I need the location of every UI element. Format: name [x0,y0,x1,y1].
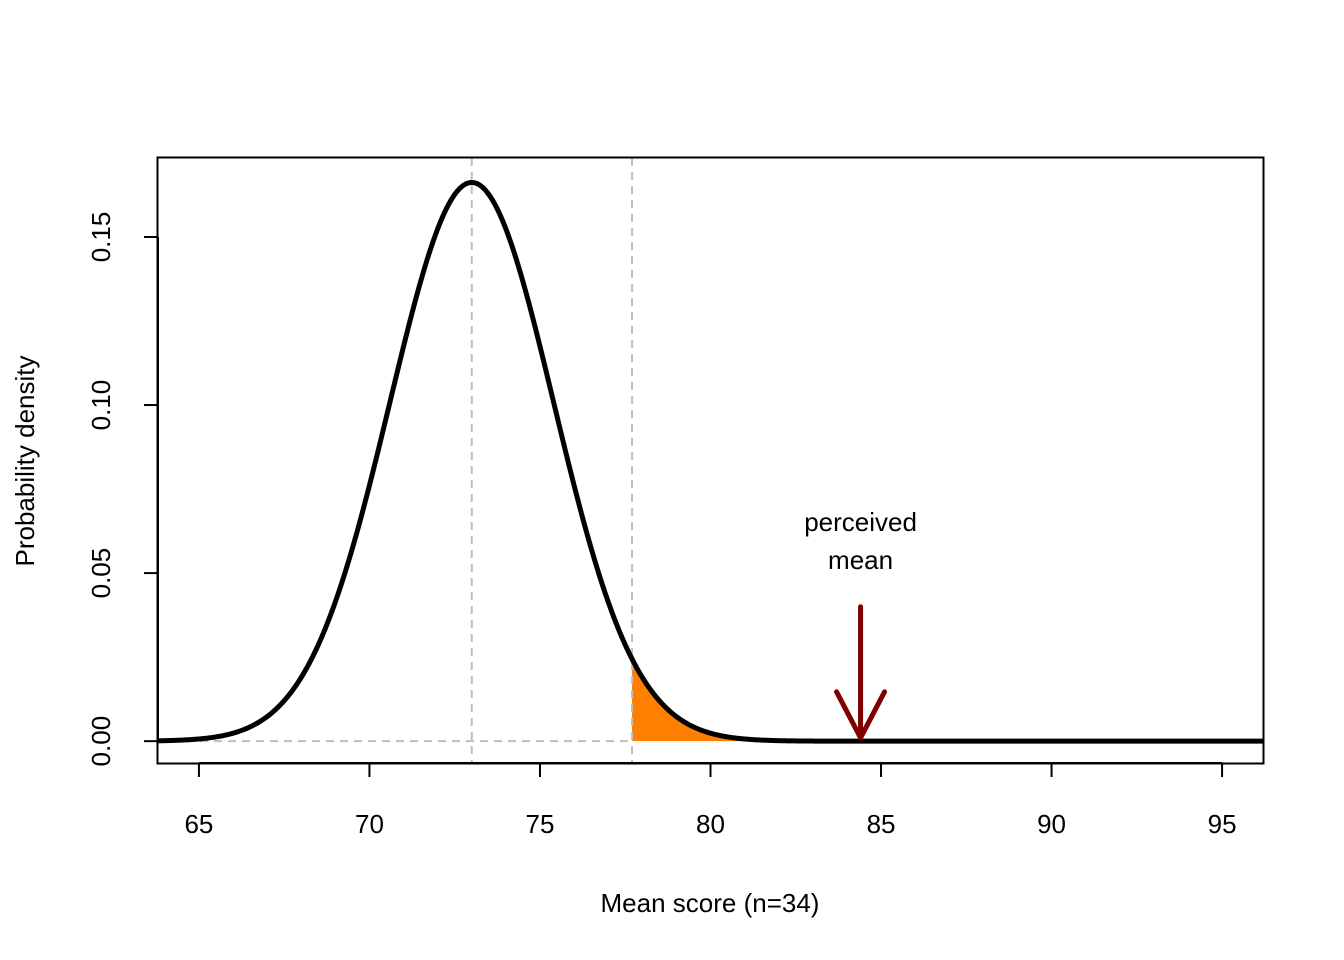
arrow-head [834,689,888,741]
annotation-text-line-1: perceived [804,507,917,537]
plot-frame [156,156,1265,765]
y-tick-label-0.00: 0.00 [86,716,116,767]
x-tick-label-75: 75 [526,809,555,839]
y-tick-label-0.05: 0.05 [86,548,116,599]
y-axis: 0.00 0.05 0.10 0.15 [86,212,159,767]
x-tick-label-90: 90 [1037,809,1066,839]
x-tick-label-70: 70 [355,809,384,839]
annotation-text-line-2: mean [828,545,893,575]
x-axis-title: Mean score (n=34) [601,888,820,918]
x-tick-label-85: 85 [867,809,896,839]
shaded-tail-layer [632,659,1263,742]
x-tick-label-80: 80 [696,809,725,839]
reference-lines-layer [158,158,634,763]
x-tick-label-65: 65 [184,809,213,839]
x-tick-label-95: 95 [1208,809,1237,839]
y-tick-label-0.15: 0.15 [86,212,116,263]
density-curve [157,179,1264,744]
y-axis-title: Probability density [10,356,40,567]
annotation-layer: perceived mean [804,507,917,741]
x-axis: 65 70 75 80 85 90 95 [184,762,1237,839]
shaded-tail-area [632,659,1263,742]
density-curve-layer [157,179,1264,744]
y-tick-label-0.10: 0.10 [86,380,116,431]
